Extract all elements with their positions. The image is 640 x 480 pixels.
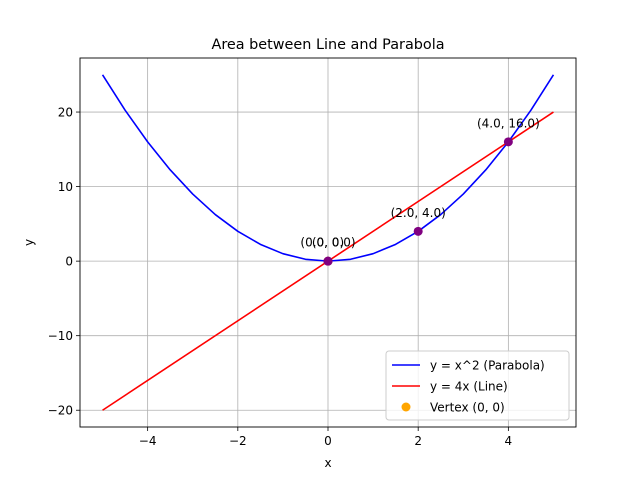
intersection-point [413,226,423,236]
chart-title: Area between Line and Parabola [211,37,444,53]
y-axis: −20 −10 0 10 20 [48,105,80,418]
legend-label: y = x^2 (Parabola) [430,358,545,372]
x-tick-label: 0 [324,434,332,448]
intersection-point [503,137,513,147]
legend-box [385,350,570,421]
x-axis-label: x [324,456,331,470]
y-tick-label: 20 [58,105,73,119]
point-label: (0.0, 0.0) [300,236,355,250]
point-label: (4.0, 16.0) [477,116,540,130]
legend: y = x^2 (Parabola) y = 4x (Line) Vertex (0… [385,350,570,421]
y-tick-label: 0 [65,254,73,268]
x-tick-label: 2 [414,434,422,448]
y-tick-label: −20 [48,404,73,418]
point-label: (0, 0) [312,236,344,250]
point-label: (2.0, 4.0) [391,206,446,220]
y-tick-label: −10 [48,329,73,343]
x-axis: −4 −2 0 2 4 [139,427,512,448]
x-tick-label: −2 [229,434,247,448]
legend-swatch [401,402,411,412]
y-tick-label: 10 [58,180,73,194]
intersection-point [323,256,333,266]
x-tick-label: −4 [139,434,157,448]
plot-area: (0.0, 0.0)(0, 0) (2.0, 4.0) (4.0, 16.0) [101,74,555,411]
legend-label: y = 4x (Line) [430,379,508,393]
legend-label: Vertex (0, 0) [430,400,505,414]
grid [80,58,576,427]
x-tick-label: 4 [505,434,513,448]
y-axis-label: y [22,239,36,246]
